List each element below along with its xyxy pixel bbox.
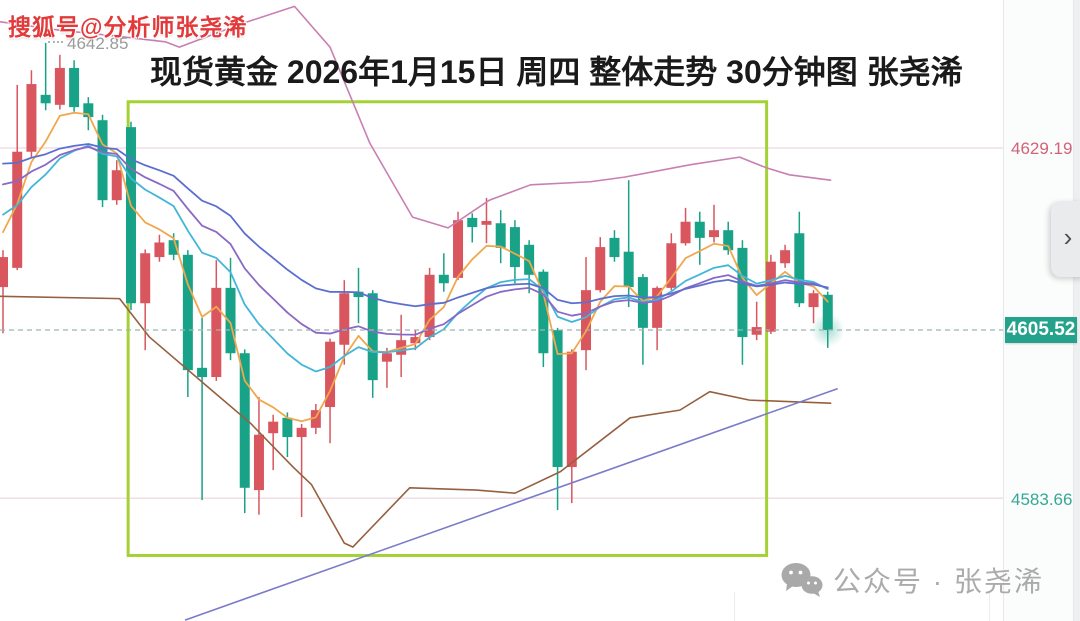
page-divider xyxy=(734,592,735,621)
session-high-label: 4629.19 xyxy=(1011,139,1073,158)
chevron-right-icon: › xyxy=(1063,222,1073,252)
peak-price-label: 4642.85 xyxy=(48,34,128,54)
last-price-box: 4605.52 xyxy=(1005,317,1077,343)
right-scroll-strip xyxy=(1073,0,1080,621)
session-low-label: 4583.66 xyxy=(1011,490,1073,509)
page-divider xyxy=(989,592,990,621)
wechat-icon xyxy=(781,563,823,597)
peak-price-value: 4642.85 xyxy=(67,34,129,53)
chart-title: 现货黄金 2026年1月15日 周四 整体走势 30分钟图 张尧浠 xyxy=(150,54,963,90)
last-price-value: 4605.52 xyxy=(1006,319,1076,340)
wechat-watermark: 公众号 · 张尧浠 xyxy=(779,560,1044,600)
dotted-marker xyxy=(48,40,63,45)
candlestick-chart[interactable] xyxy=(0,0,1003,621)
price-axis-panel: 4629.19 4583.66 4605.52 xyxy=(1003,0,1077,621)
wechat-watermark-text: 公众号 · 张尧浠 xyxy=(833,566,1044,597)
sohu-watermark: 搜狐号@分析师张尧浠 xyxy=(8,14,248,40)
expand-panel-tab[interactable]: › xyxy=(1051,201,1080,277)
